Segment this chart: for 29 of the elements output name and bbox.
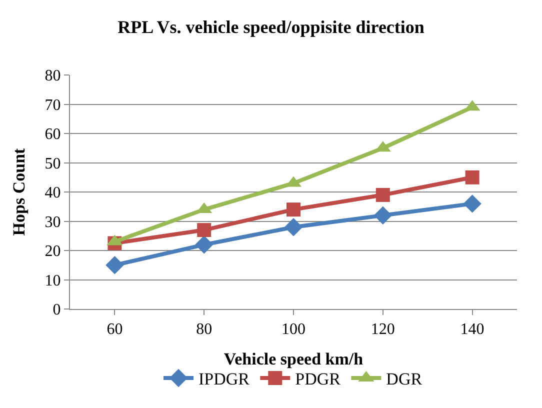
x-tick-label: 100	[282, 321, 306, 338]
point	[284, 218, 303, 236]
legend-label: IPDGR	[198, 370, 250, 389]
y-tick-label: 10	[44, 272, 61, 290]
point	[374, 206, 392, 224]
point	[286, 202, 300, 217]
point	[463, 194, 482, 213]
point	[195, 236, 214, 254]
x-axis-title: Vehicle speed km/h	[224, 350, 364, 369]
point	[465, 170, 480, 184]
point	[106, 256, 124, 274]
legend-label: DGR	[386, 370, 423, 389]
point	[197, 223, 212, 238]
y-tick-label: 50	[44, 155, 61, 172]
legend-label: PDGR	[295, 370, 342, 389]
y-tick-label: 70	[44, 96, 61, 114]
point	[376, 188, 390, 202]
x-tick-label: 80	[196, 321, 212, 338]
y-axis-title: Hops Count	[9, 148, 28, 236]
y-tick-label: 40	[44, 184, 61, 202]
x-tick-label: 120	[370, 321, 395, 338]
x-tick-label: 60	[106, 321, 123, 338]
x-tick-label: 140	[460, 321, 484, 338]
y-tick-label: 0	[52, 302, 61, 319]
y-tick-label: 20	[44, 243, 61, 260]
y-tick-label: 80	[44, 68, 61, 85]
chart-title: RPL Vs. vehicle speed/oppisite direction	[118, 17, 424, 37]
y-tick-label: 60	[44, 126, 61, 144]
y-tick-label: 30	[44, 214, 61, 231]
